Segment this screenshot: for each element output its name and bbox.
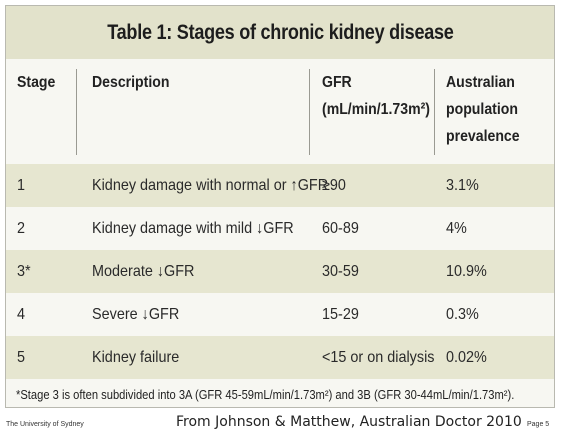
table-row: 2 Kidney damage with mild ↓GFR 60-89 4% [6,207,554,250]
cell-prevalence: 10.9% [446,263,487,280]
institution-label: The University of Sydney [6,421,84,428]
cell-stage: 4 [17,306,26,323]
cell-stage: 5 [17,349,26,366]
table-row: 5 Kidney failure <15 or on dialysis 0.02… [6,336,554,379]
cell-description: Moderate ↓GFR [92,263,195,280]
header-description: Description [92,74,170,91]
cell-description: Severe ↓GFR [92,306,180,323]
cell-prevalence: 0.02% [446,349,487,366]
slide-footer: The University of Sydney From Johnson & … [0,410,561,435]
table-row: 3* Moderate ↓GFR 30-59 10.9% [6,250,554,293]
column-divider [309,69,310,155]
ckd-stages-table: Table 1: Stages of chronic kidney diseas… [5,5,555,408]
cell-stage: 2 [17,220,26,237]
cell-stage: 3* [17,263,31,280]
table-row: 1 Kidney damage with normal or ↑GFR ≥90 … [6,164,554,207]
source-citation: From Johnson & Matthew, Australian Docto… [176,414,522,430]
header-stage: Stage [17,74,56,91]
cell-gfr: 60-89 [322,220,359,237]
cell-gfr: <15 or on dialysis [322,349,435,366]
cell-description: Kidney failure [92,349,180,366]
table-title: Table 1: Stages of chronic kidney diseas… [6,6,554,59]
cell-prevalence: 3.1% [446,177,479,194]
cell-description: Kidney damage with normal or ↑GFR [92,177,329,194]
cell-prevalence: 0.3% [446,306,479,323]
column-divider [76,69,77,155]
table-row: 4 Severe ↓GFR 15-29 0.3% [6,293,554,336]
cell-description: Kidney damage with mild ↓GFR [92,220,294,237]
table-footnote: *Stage 3 is often subdivided into 3A (GF… [6,379,554,407]
cell-prevalence: 4% [446,220,467,237]
header-prevalence: Australian population prevalence [446,74,520,145]
page-number: Page 5 [527,421,550,428]
cell-gfr: 30-59 [322,263,359,280]
header-gfr: GFR (mL/min/1.73m²) [322,74,430,118]
cell-gfr: 15-29 [322,306,359,323]
cell-gfr: ≥90 [322,177,346,194]
column-divider [434,69,435,155]
cell-stage: 1 [17,177,26,194]
table-header-row: Stage Description GFR (mL/min/1.73m²) Au… [6,59,554,164]
